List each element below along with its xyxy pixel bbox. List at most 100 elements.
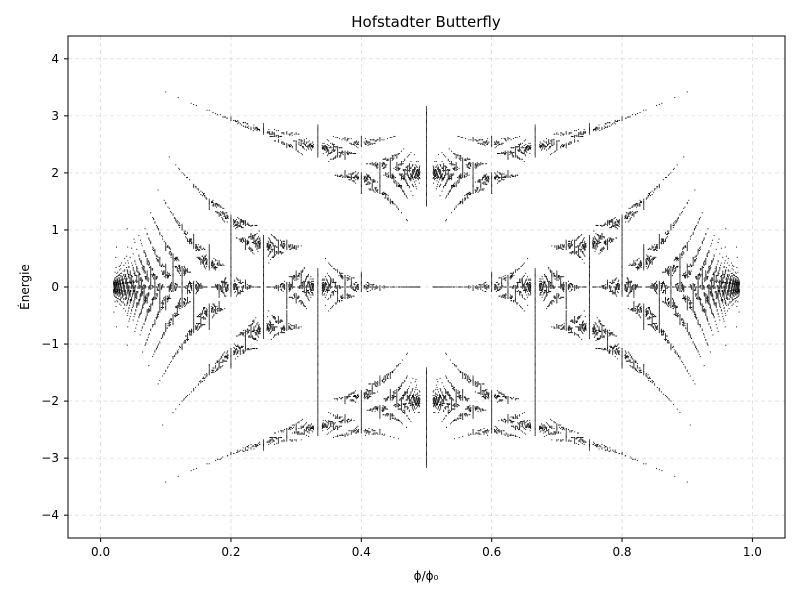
data-point [374, 187, 376, 189]
data-point [263, 296, 265, 298]
data-point [215, 285, 217, 287]
data-point [360, 284, 362, 286]
data-point [498, 429, 500, 431]
data-point [443, 166, 445, 168]
data-point [658, 324, 660, 326]
data-point [215, 312, 217, 314]
data-point [546, 149, 548, 151]
data-point [713, 299, 715, 301]
data-point [621, 287, 623, 289]
data-point [451, 188, 453, 190]
data-point [578, 334, 580, 336]
data-point [286, 329, 288, 331]
data-point [670, 304, 672, 306]
data-point [379, 172, 381, 174]
data-point [250, 236, 252, 238]
data-point [686, 246, 688, 248]
data-point [455, 167, 457, 169]
data-point [607, 349, 609, 351]
data-point [621, 223, 623, 225]
data-point [507, 293, 509, 295]
data-point [588, 283, 590, 285]
data-point [263, 132, 265, 134]
data-point [443, 385, 445, 387]
data-point [643, 257, 645, 260]
data-point [534, 391, 536, 393]
data-point [588, 272, 590, 274]
data-point [263, 275, 265, 277]
data-point [679, 272, 681, 274]
data-point [140, 292, 142, 294]
data-point [643, 309, 645, 311]
data-point [317, 398, 319, 400]
data-point [425, 133, 428, 135]
data-point [480, 187, 482, 189]
data-point [317, 362, 319, 364]
data-point [701, 278, 703, 280]
data-point [462, 158, 464, 160]
data-point [708, 286, 710, 288]
data-point [193, 319, 195, 321]
data-point [263, 335, 265, 337]
data-point [337, 297, 339, 299]
data-point [271, 256, 273, 258]
data-point [138, 275, 140, 277]
data-point [244, 283, 246, 285]
data-point [150, 278, 152, 280]
data-point [664, 334, 667, 336]
data-point [425, 437, 428, 439]
data-point [588, 277, 590, 279]
data-point [425, 156, 428, 158]
data-point [181, 269, 183, 271]
data-point [389, 203, 391, 205]
data-point [181, 225, 183, 228]
data-point [534, 402, 536, 404]
data-point [598, 286, 600, 288]
data-point [425, 119, 428, 121]
data-point [708, 269, 710, 271]
data-point [400, 184, 402, 187]
data-point [466, 377, 468, 379]
data-point [692, 308, 694, 310]
data-point [172, 278, 174, 280]
data-point [425, 421, 428, 423]
data-point [491, 409, 493, 411]
data-point [548, 286, 550, 288]
data-point [507, 158, 509, 160]
data-point [208, 198, 210, 200]
data-point [588, 309, 590, 311]
data-point [202, 317, 205, 319]
data-point [565, 429, 567, 431]
data-point [664, 394, 667, 396]
data-point [244, 336, 246, 338]
data-point [705, 276, 707, 278]
data-point [670, 300, 672, 302]
data-point [648, 263, 651, 265]
data-point [679, 268, 681, 270]
data-point [344, 287, 346, 289]
data-point [244, 332, 246, 334]
data-point [701, 303, 703, 305]
data-point [675, 306, 677, 309]
data-point [263, 240, 265, 242]
data-point [353, 181, 355, 183]
data-point [303, 429, 305, 431]
data-point [337, 154, 339, 156]
data-point [588, 251, 590, 253]
data-point [425, 175, 428, 177]
data-point [574, 243, 576, 245]
data-point [425, 457, 428, 459]
data-point [621, 218, 623, 220]
data-point [396, 165, 398, 167]
data-point [519, 422, 521, 424]
data-point [337, 429, 339, 431]
data-point [633, 286, 635, 288]
data-point [360, 286, 362, 288]
data-point [360, 422, 362, 424]
data-point [263, 248, 265, 250]
data-point [340, 152, 342, 155]
data-point [330, 423, 332, 425]
data-point [138, 316, 140, 318]
data-point [705, 275, 707, 277]
data-point [534, 322, 536, 325]
